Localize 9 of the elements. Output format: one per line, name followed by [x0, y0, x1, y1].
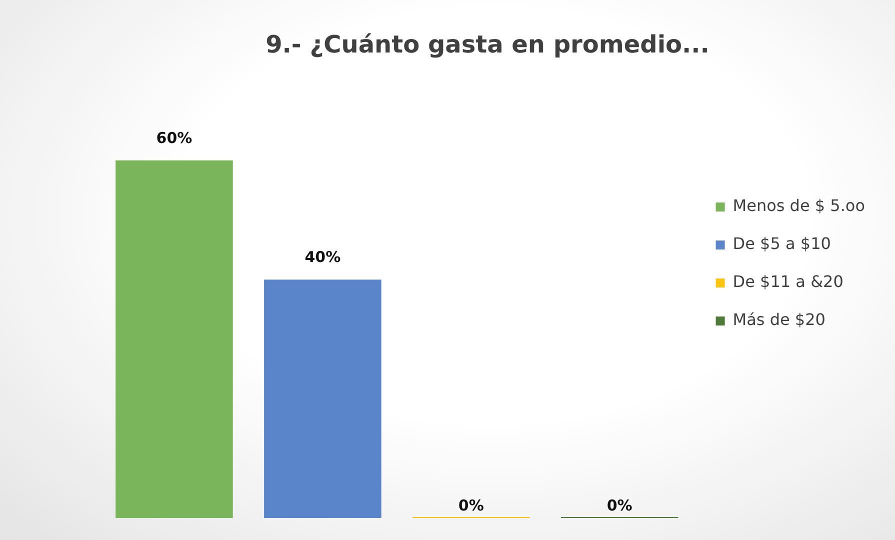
legend-label: De $11 a &20: [732, 272, 844, 292]
chart-title: 9.- ¿Cuánto gasta en promedio...: [266, 30, 710, 59]
legend-label: Más de $20: [732, 310, 826, 330]
data-label: 0%: [606, 496, 632, 514]
legend-label: De $5 a $10: [732, 234, 831, 254]
data-label: 60%: [156, 128, 192, 147]
data-label: 0%: [458, 496, 484, 514]
data-label: 40%: [304, 248, 341, 266]
legend-label: Menos de $ 5.oo: [732, 196, 866, 216]
